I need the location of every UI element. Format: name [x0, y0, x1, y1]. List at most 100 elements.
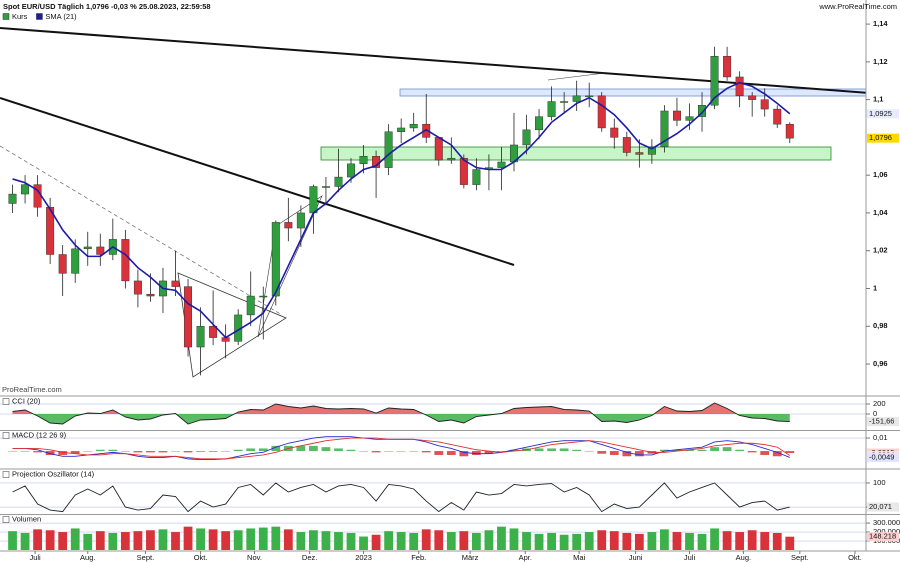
histogram-bar: [446, 451, 456, 455]
histogram-bar: [434, 451, 444, 455]
volume-bar: [246, 528, 256, 550]
candle-body: [321, 186, 330, 188]
candle-body: [96, 246, 105, 255]
volume-bar: [20, 532, 30, 550]
candle-body: [146, 293, 155, 297]
candle-body: [171, 280, 180, 287]
histogram-bar: [509, 449, 519, 452]
panel-icon: [2, 398, 10, 405]
candle-body: [347, 163, 355, 178]
histogram-bar: [309, 445, 318, 452]
histogram-bar: [471, 451, 481, 455]
y-tick-label: 0,98: [873, 321, 888, 330]
histogram-bar: [559, 448, 569, 452]
price-tag: [867, 502, 899, 512]
price-tag-label: 1,0796: [869, 133, 892, 142]
y-tick-label: 0: [873, 409, 877, 418]
candle-body: [447, 157, 456, 161]
histogram-bar: [371, 451, 381, 453]
candle-body: [209, 326, 218, 338]
histogram-bar: [497, 451, 506, 452]
x-tick-label: Juli: [684, 553, 696, 562]
y-tick-label: 1,02: [873, 246, 888, 255]
histogram-bar: [171, 451, 180, 452]
resistance-zone: [399, 88, 866, 97]
volume-bar: [409, 532, 419, 550]
y-tick-label: 1,04: [873, 208, 888, 217]
y-tick-label: 200.000: [873, 527, 900, 536]
volume-bar: [634, 533, 644, 550]
legend-label: Kurs: [12, 12, 28, 21]
source: www.ProRealTime.com: [818, 2, 897, 11]
panel-title: Volumen: [12, 514, 41, 523]
y-tick-label: 1: [873, 283, 877, 292]
candle-body: [522, 129, 531, 146]
histogram-bar: [120, 451, 130, 452]
histogram-bar: [208, 451, 218, 452]
histogram-bar: [710, 447, 719, 452]
x-tick-label: Juli: [29, 553, 41, 562]
volume-bar: [309, 530, 318, 550]
panel-icon: [2, 432, 10, 439]
volume-bar: [45, 530, 55, 550]
x-tick-label: Sept.: [791, 553, 809, 562]
panel-title: MACD (12 26 9): [12, 430, 67, 439]
price-tag-label: 148.218: [869, 532, 896, 541]
y-tick-label: 1,14: [873, 19, 888, 28]
histogram-bar: [233, 449, 243, 452]
histogram-bar: [747, 451, 757, 453]
volume-bar: [296, 532, 306, 550]
volume-bar: [622, 532, 632, 550]
volume-bar: [95, 531, 105, 550]
candle-body: [647, 146, 656, 155]
indicator-line: [12, 482, 790, 513]
volume-bar: [471, 532, 481, 550]
volume-bar: [196, 528, 205, 550]
candle-body: [572, 95, 581, 102]
volume-bar: [208, 529, 218, 550]
histogram-bar: [459, 451, 469, 457]
histogram-bar: [20, 451, 30, 452]
histogram-bar: [384, 451, 394, 452]
candle-body: [660, 110, 669, 148]
histogram-bar: [359, 451, 368, 452]
volume-bar: [722, 531, 732, 550]
x-tick-label: Mai: [573, 553, 585, 562]
x-tick-label: Apr.: [519, 553, 532, 562]
volume-bar: [572, 533, 582, 550]
price-tag-label: -0,0049: [869, 452, 894, 461]
histogram-bar: [8, 451, 17, 452]
volume-bar: [710, 528, 719, 550]
histogram-bar: [146, 451, 155, 453]
candle-body: [685, 116, 694, 121]
histogram-bar: [572, 449, 582, 452]
candle-body: [748, 95, 757, 100]
volume-bar: [685, 532, 694, 550]
histogram-bar: [534, 448, 544, 452]
y-tick-label: 1,06: [873, 170, 888, 179]
price-tag-label: 20,071: [869, 502, 892, 511]
candles: [8, 46, 794, 376]
volume-bar: [258, 527, 268, 550]
candle-body: [397, 127, 406, 132]
y-tick-label: 300.000: [873, 518, 900, 527]
price-tag: [867, 133, 899, 143]
panel-title: Projection Oszillator (14): [12, 469, 95, 478]
candle-body: [133, 280, 142, 295]
channel-line: [547, 72, 606, 81]
candle-body: [409, 123, 418, 129]
volume-bar: [484, 530, 494, 550]
histogram-bar: [296, 445, 306, 452]
histogram-bar: [70, 451, 80, 454]
histogram-bar: [108, 449, 118, 452]
volume-bar: [772, 532, 782, 550]
candle-body: [672, 110, 681, 121]
histogram-bar: [484, 451, 494, 454]
histogram-bar: [772, 451, 782, 457]
candle-body: [723, 55, 732, 78]
candle-body: [560, 101, 569, 103]
volume-bar: [346, 532, 356, 550]
candle-body: [196, 326, 205, 348]
x-tick-label: 2023: [355, 553, 372, 562]
